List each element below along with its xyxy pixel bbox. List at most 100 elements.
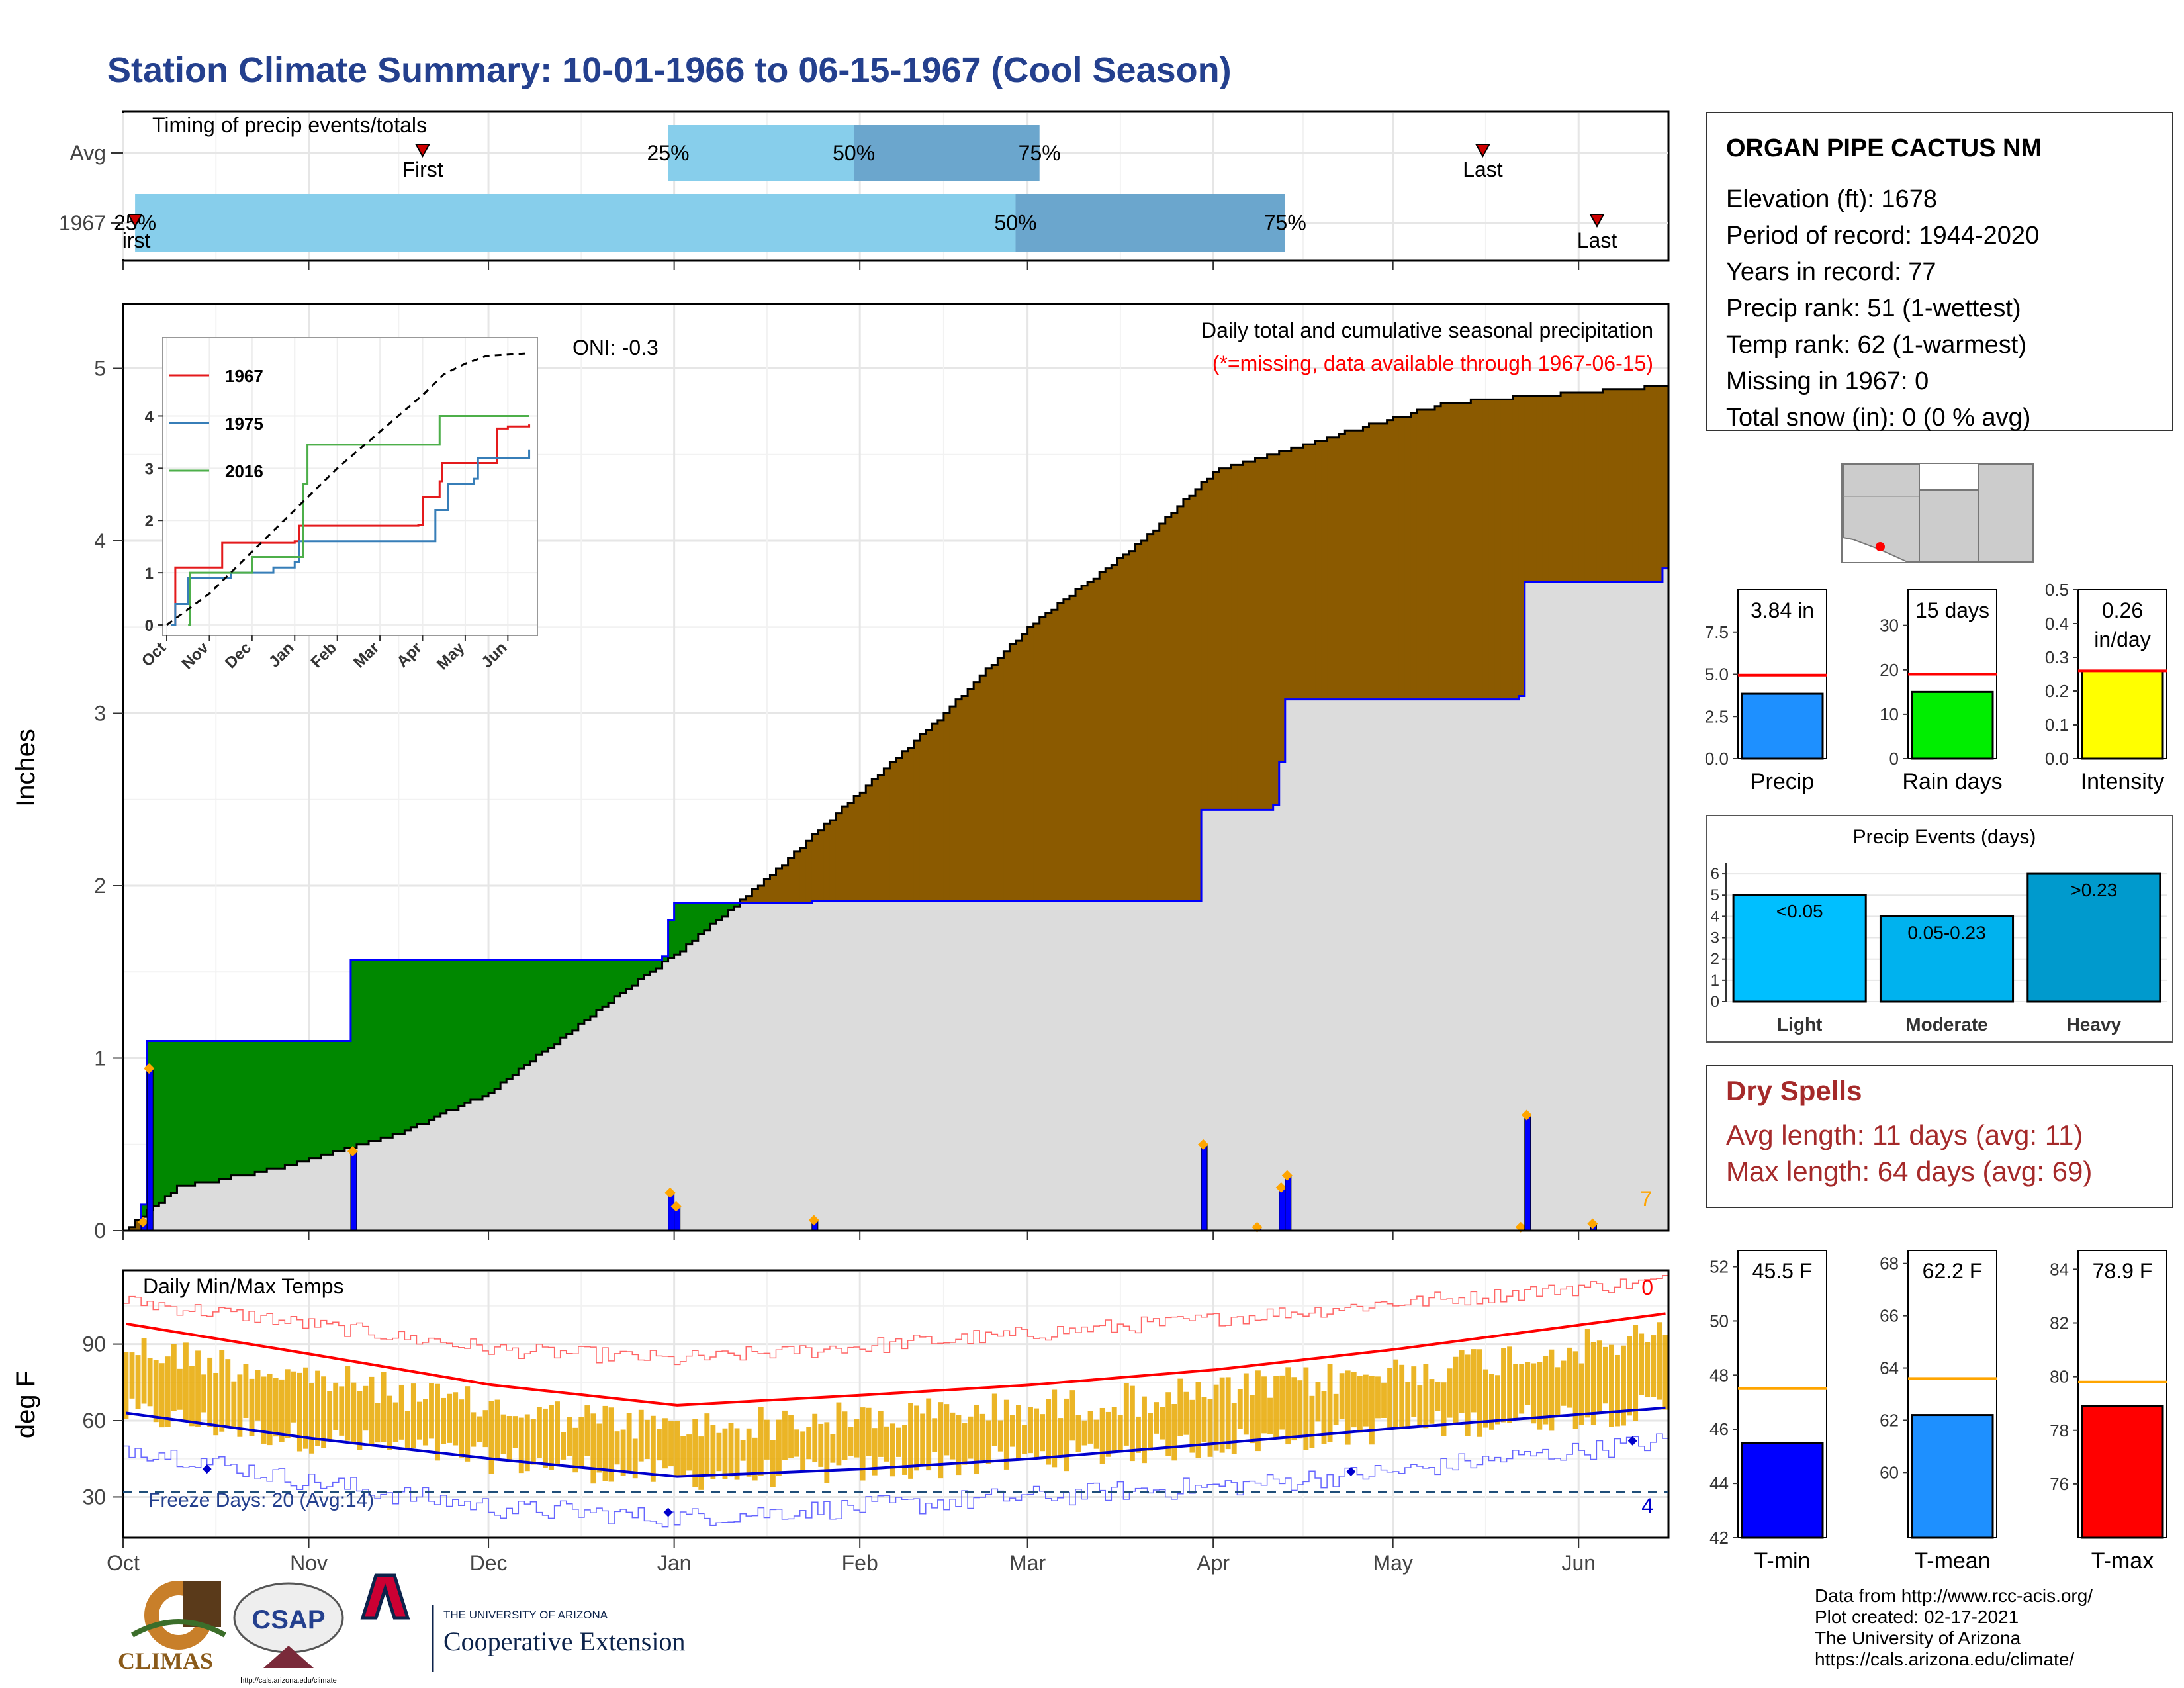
daily-temp-range-bar (1507, 1346, 1512, 1423)
daily-temp-range-bar (1357, 1376, 1363, 1433)
precip-ytick-label: 5 (94, 357, 106, 381)
daily-precip-marker (1281, 1170, 1293, 1181)
below-average-area (1542, 396, 1549, 583)
daily-temp-range-bar (488, 1401, 494, 1474)
daily-temp-range-bar (375, 1403, 381, 1443)
above-average-area (452, 960, 459, 1110)
daily-temp-range-bar (219, 1350, 225, 1432)
below-average-area (1572, 392, 1579, 583)
below-average-area (1596, 392, 1604, 583)
daily-temp-range-bar (1069, 1390, 1075, 1441)
rain-days-gauge-label: Rain days (1902, 769, 2002, 794)
daily-temp-range-bar (453, 1392, 459, 1446)
timing-avg-p75-label: 75% (1019, 141, 1061, 165)
daily-temp-range-bar (441, 1397, 447, 1444)
below-average-area (811, 833, 819, 902)
above-average-area (530, 960, 537, 1062)
daily-temp-range-bar (866, 1407, 872, 1456)
timing-1967-50-75-bar (1015, 194, 1285, 252)
daily-temp-range-bar (590, 1413, 596, 1484)
average-min-line (126, 1406, 1666, 1478)
below-average-area (1620, 389, 1627, 583)
daily-temp-range-bar (572, 1427, 578, 1473)
daily-temp-range-bar (1519, 1364, 1525, 1414)
daily-temp-range-bar (991, 1393, 997, 1446)
below-average-area (1662, 385, 1669, 569)
below-average-area (1363, 427, 1370, 700)
daily-precip-bar (1279, 1187, 1286, 1231)
daily-temp-range-bar (1028, 1407, 1033, 1454)
daily-temp-range-bar (1255, 1370, 1261, 1452)
daily-temp-range-bar (1273, 1376, 1279, 1439)
intensity-gauge-value-bar (2081, 669, 2164, 760)
daily-temp-range-bar (758, 1407, 764, 1476)
daily-temp-range-bar (1435, 1381, 1441, 1411)
precip-gauge: 0.0 2.5 5.0 7.5 3.84 in Precip (1705, 589, 1827, 794)
above-average-area (206, 1041, 214, 1183)
temp-ylabel: deg F (11, 1371, 40, 1438)
below-average-area (1315, 440, 1322, 700)
daily-temp-range-bar (482, 1410, 488, 1448)
daily-temp-range-bar (608, 1407, 614, 1482)
station-info-box: ORGAN PIPE CACTUS NM Elevation (ft): 167… (1706, 112, 2173, 432)
daily-temp-range-bar (1645, 1342, 1651, 1398)
below-average-area (860, 792, 866, 902)
tmean-gauge: 60 62 64 66 68 62.2 F T-mean (1880, 1250, 1997, 1573)
daily-precip-marker (808, 1215, 819, 1226)
daily-temp-range-bar (1285, 1367, 1291, 1445)
rain-days-gauge: 0 10 20 30 15 days Rain days (1880, 589, 2003, 794)
above-average-area (350, 960, 357, 1148)
daily-temp-range-bar (889, 1423, 895, 1477)
daily-temp-range-bar (1189, 1399, 1195, 1453)
daily-temp-range-bar (183, 1342, 189, 1423)
daily-temp-range-bar (680, 1436, 686, 1476)
daily-temp-range-bar (1213, 1384, 1219, 1451)
below-average-area (968, 689, 974, 902)
tmin-gauge: 42 44 46 48 50 52 45.5 F T-min (1709, 1250, 1827, 1573)
tmax-gauge-ytick-label: 78 (2050, 1421, 2069, 1440)
daily-precip-bar (146, 1068, 154, 1231)
daily-temp-range-bar (1136, 1416, 1141, 1453)
below-average-area (1453, 402, 1459, 700)
daily-temp-range-bar (734, 1428, 740, 1480)
daily-temp-range-bar (686, 1434, 692, 1471)
above-average-area (464, 960, 471, 1103)
below-average-area (866, 785, 872, 902)
daily-temp-range-bar (722, 1428, 728, 1479)
daily-temp-range-bar (1225, 1377, 1231, 1450)
daily-temp-range-bar (1345, 1370, 1351, 1445)
daily-temp-range-bar (1513, 1364, 1519, 1420)
daily-temp-range-bar (1219, 1377, 1225, 1453)
below-average-area (1465, 402, 1471, 700)
above-average-area (608, 960, 615, 1004)
above-average-area (632, 960, 639, 986)
above-average-area (195, 1041, 202, 1183)
daily-temp-range-bar (1201, 1397, 1207, 1442)
daily-temp-range-bar (1339, 1373, 1345, 1419)
above-average-area (560, 960, 567, 1038)
above-average-area (620, 960, 627, 993)
below-average-area (895, 758, 903, 902)
events-category-label: Light (1777, 1014, 1822, 1035)
daily-temp-range-bar (1423, 1364, 1429, 1429)
daily-temp-range-bar (1154, 1402, 1160, 1434)
below-average-area (1123, 554, 1130, 902)
below-average-area (1165, 516, 1172, 902)
events-ytick-label: 6 (1711, 865, 1719, 883)
below-average-area (1482, 399, 1490, 700)
above-average-area (171, 1041, 178, 1193)
below-average-area (1261, 457, 1268, 810)
climas-logo: CLIMAS (118, 1581, 226, 1674)
daily-temp-range-bar (477, 1416, 482, 1442)
daily-temp-range-bar (1052, 1389, 1058, 1468)
below-average-area (823, 823, 831, 902)
rain-days-gauge-ytick-label: 20 (1880, 660, 1899, 680)
above-average-area (656, 960, 663, 969)
above-average-area (416, 960, 424, 1124)
daily-temp-range-bar (674, 1421, 680, 1476)
precip-label-main: Daily total and cumulative seasonal prec… (1201, 318, 1653, 342)
tmean-gauge-ytick-label: 68 (1880, 1254, 1899, 1274)
above-average-area (375, 960, 381, 1141)
daily-temp-range-bar (1099, 1407, 1105, 1464)
